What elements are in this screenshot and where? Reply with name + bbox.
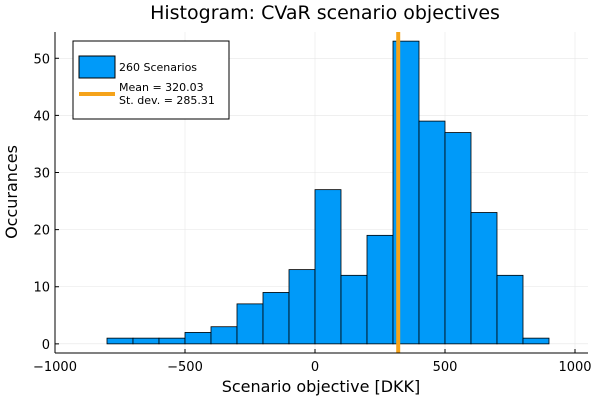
histogram-bar <box>210 326 238 345</box>
x-tick-label: 1000 <box>558 360 591 375</box>
legend-box <box>72 40 230 120</box>
y-axis-ticks: 0 10 20 30 40 50 <box>33 52 59 353</box>
legend-bars-label: 260 Scenarios <box>119 61 197 74</box>
histogram-bar <box>470 212 498 345</box>
histogram-bar <box>340 274 368 345</box>
histogram-bar <box>314 189 342 345</box>
histogram-bar <box>106 337 134 345</box>
histogram-bar <box>444 132 472 345</box>
x-axis-label: Scenario objective [DKK] <box>222 377 421 396</box>
x-tick-label: −1000 <box>33 360 77 375</box>
y-tick-label: 20 <box>33 224 50 239</box>
x-tick-label: 0 <box>311 360 319 375</box>
x-tick-label: 500 <box>433 360 458 375</box>
plot-area: −1000 −500 0 500 1000 0 10 20 30 40 50 <box>33 32 592 375</box>
legend: 260 Scenarios Mean = 320.03 St. dev. = 2… <box>72 40 230 120</box>
histogram-bar <box>262 292 290 345</box>
y-tick-label: 50 <box>33 52 50 67</box>
legend-mean-label: Mean = 320.03 St. dev. = 285.31 <box>119 81 215 107</box>
x-tick-label: −500 <box>167 360 203 375</box>
legend-bar-swatch <box>78 55 116 79</box>
histogram-bar <box>158 337 186 345</box>
histogram-bar <box>184 332 212 345</box>
y-tick-label: 30 <box>33 167 50 182</box>
histogram-bar <box>236 303 264 345</box>
histogram-bar <box>366 234 394 345</box>
histogram-bar <box>418 120 446 345</box>
histogram-bar <box>132 337 160 345</box>
y-tick-label: 40 <box>33 109 50 124</box>
histogram-bar <box>496 274 524 345</box>
chart-title: Histogram: CVaR scenario objectives <box>150 2 500 24</box>
y-axis-label: Occurances <box>2 145 21 239</box>
y-tick-label: 10 <box>33 281 50 296</box>
x-axis-ticks: −1000 −500 0 500 1000 <box>33 349 592 375</box>
y-tick-label: 0 <box>42 338 50 353</box>
histogram-bar <box>522 337 550 345</box>
histogram-bar <box>288 269 316 345</box>
